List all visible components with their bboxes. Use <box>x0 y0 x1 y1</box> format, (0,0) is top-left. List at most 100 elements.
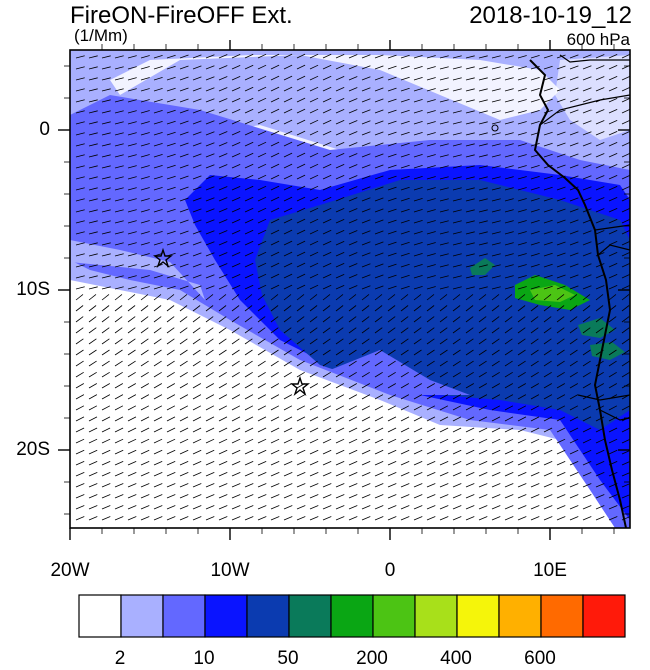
wind-barb <box>348 285 358 290</box>
wind-barb <box>114 220 124 224</box>
wind-barb <box>595 175 605 180</box>
wind-barb <box>179 494 189 499</box>
wind-barb <box>296 371 305 378</box>
wind-barb <box>192 98 202 103</box>
wind-barb <box>452 394 462 400</box>
wind-barb <box>621 108 630 114</box>
wind-barb <box>595 305 604 312</box>
wind-barb <box>452 383 461 389</box>
wind-barb <box>478 66 488 70</box>
wind-barb <box>491 338 500 345</box>
wind-barb <box>374 371 383 378</box>
wind-barb <box>400 383 409 389</box>
wind-barb <box>517 472 527 477</box>
wind-barb <box>192 383 201 389</box>
wind-barb <box>543 327 552 334</box>
wind-barb <box>335 142 345 147</box>
wind-barb <box>595 208 605 213</box>
wind-barb <box>452 209 462 213</box>
wind-barb <box>530 99 540 103</box>
wind-barb <box>530 405 540 411</box>
wind-barb <box>270 86 280 92</box>
wind-barb <box>231 109 241 114</box>
wind-barb <box>166 516 176 521</box>
wind-barb <box>452 176 462 180</box>
wind-barb <box>530 209 540 213</box>
wind-barb <box>556 360 565 367</box>
wind-barb <box>361 316 370 323</box>
wind-barb <box>361 252 371 257</box>
wind-barb <box>335 285 345 290</box>
wind-barb <box>283 438 293 444</box>
wind-barb <box>543 252 553 257</box>
wind-barb <box>582 416 592 422</box>
wind-barb <box>400 120 410 125</box>
wind-barb <box>413 327 422 334</box>
wind-barb <box>543 416 553 422</box>
wind-barb <box>582 316 591 323</box>
wind-barb <box>75 338 84 345</box>
wind-barb <box>140 427 150 433</box>
wind-barb <box>361 76 371 81</box>
wind-barb <box>374 186 384 191</box>
wind-barb <box>257 53 267 59</box>
wind-barb <box>608 383 617 389</box>
wind-barb <box>374 505 384 510</box>
wind-barb <box>244 229 254 235</box>
wind-barb <box>556 294 565 301</box>
wind-barb <box>231 394 241 400</box>
wind-barb <box>205 349 214 356</box>
wind-barb <box>166 241 176 246</box>
wind-barb <box>153 316 162 323</box>
wind-barb <box>439 253 449 257</box>
wind-barb <box>387 120 397 125</box>
wind-barb <box>374 109 384 114</box>
wind-barb <box>413 110 423 114</box>
wind-barb <box>153 438 163 444</box>
wind-barb <box>530 176 540 180</box>
wind-barb <box>608 65 618 70</box>
wind-barb <box>101 242 111 246</box>
wind-barb <box>569 241 579 246</box>
wind-barb <box>556 241 566 246</box>
wind-barb <box>426 327 435 334</box>
wind-barb <box>192 327 201 334</box>
wind-barb <box>361 142 371 147</box>
wind-barb <box>504 494 514 499</box>
wind-barb <box>153 394 163 400</box>
wind-barb <box>75 371 84 378</box>
wind-barb <box>439 286 449 290</box>
wind-barb <box>478 253 488 257</box>
wind-barb <box>361 65 371 70</box>
wind-barb <box>374 153 384 158</box>
wind-barb <box>556 131 566 136</box>
wind-barb <box>413 461 423 466</box>
wind-barb <box>569 494 579 499</box>
wind-barb <box>88 449 98 455</box>
wind-barb <box>296 174 306 180</box>
wind-barb <box>426 305 435 312</box>
wind-barb <box>595 338 604 345</box>
wind-barb <box>439 461 449 466</box>
wind-barb <box>114 132 124 136</box>
wind-barb <box>101 305 110 312</box>
wind-barb <box>400 516 410 521</box>
wind-barb <box>608 241 618 246</box>
wind-barb <box>218 98 228 103</box>
wind-barb <box>465 275 475 279</box>
wind-barb <box>179 219 189 224</box>
wind-barb <box>101 55 111 59</box>
wind-barb <box>374 383 383 389</box>
wind-barb <box>88 220 98 224</box>
wind-barb <box>387 142 397 147</box>
wind-barb <box>101 472 111 477</box>
wind-barb <box>270 394 280 400</box>
wind-barb <box>582 383 591 389</box>
wind-barb <box>348 175 358 180</box>
wind-barb <box>439 472 449 477</box>
wind-barb <box>283 262 293 268</box>
wind-barb <box>153 516 163 521</box>
wind-barb <box>556 394 566 400</box>
wind-barb <box>101 187 111 191</box>
wind-barb <box>387 338 396 345</box>
